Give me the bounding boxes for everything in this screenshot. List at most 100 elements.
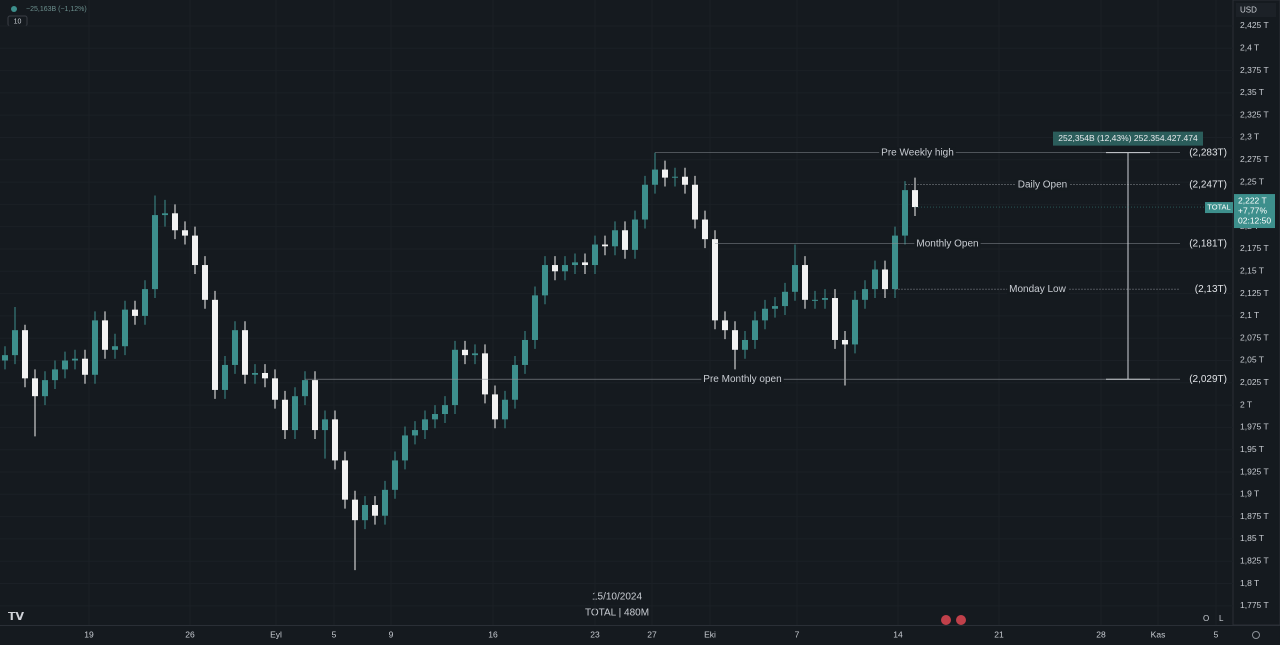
candle-body — [652, 169, 658, 185]
candle-body — [122, 309, 128, 347]
interval-text[interactable]: 10 — [14, 18, 22, 25]
candle-body — [62, 360, 68, 370]
candle-body — [132, 309, 138, 316]
candle-body — [302, 380, 308, 397]
date-text: 15/10/2024 — [592, 592, 642, 603]
y-tick-label: 1,9 T — [1240, 489, 1259, 499]
candle-body — [462, 349, 468, 356]
level-name: Daily Open — [1018, 179, 1067, 190]
x-tick-label: 21 — [994, 629, 1004, 639]
x-tick-label: 7 — [795, 629, 800, 639]
candle-body — [642, 184, 648, 220]
price-tag-price: 2,222 T — [1238, 195, 1267, 205]
level-name-bg — [1015, 179, 1070, 191]
level-name: Pre Weekly high — [881, 147, 954, 158]
y-tick-label: 2,1 T — [1240, 310, 1259, 320]
event-icon[interactable] — [941, 615, 951, 625]
level-label: (2,029T) — [1189, 374, 1227, 385]
y-tick-label: 1,825 T — [1240, 555, 1269, 565]
currency-box[interactable] — [1236, 3, 1276, 17]
candle-body — [902, 190, 908, 236]
x-tick-label: Eyl — [270, 629, 282, 639]
y-tick-label: 2,125 T — [1240, 288, 1269, 298]
level-name: Monday Low — [1009, 284, 1066, 295]
candle-body — [252, 372, 258, 375]
candle-body — [142, 289, 148, 316]
candle-body — [322, 419, 328, 431]
candle-body — [282, 399, 288, 431]
y-tick-label: 1,775 T — [1240, 600, 1269, 610]
candle-body — [782, 291, 788, 307]
candle-body — [562, 265, 568, 272]
candle-body — [42, 380, 48, 397]
candle-body — [502, 399, 508, 420]
x-tick-label: 9 — [389, 629, 394, 639]
candle-body — [52, 369, 58, 381]
candle-body — [382, 489, 388, 516]
candle-body — [742, 339, 748, 350]
candle-body — [572, 262, 578, 266]
y-tick-label: 1,975 T — [1240, 422, 1269, 432]
candle-body — [32, 378, 38, 397]
candle-body — [892, 235, 898, 290]
candle-body — [292, 396, 298, 431]
y-tick-label: 2,275 T — [1240, 154, 1269, 164]
candle-body — [102, 320, 108, 350]
candle-body — [792, 265, 798, 292]
settings-icon[interactable] — [1252, 631, 1260, 639]
candle-body — [712, 239, 718, 321]
candle-body — [812, 299, 818, 301]
y-tick-label: 2,25 T — [1240, 176, 1264, 186]
y-tick-label: 2,35 T — [1240, 87, 1264, 97]
candle-body — [532, 295, 538, 340]
candle-body — [272, 378, 278, 400]
candle-body — [182, 230, 188, 236]
y-tick-label: 2,325 T — [1240, 109, 1269, 119]
candle-body — [12, 330, 18, 356]
level-label: (2,13T) — [1195, 284, 1227, 295]
x-tick-label: 14 — [893, 629, 903, 639]
candle-body — [732, 330, 738, 350]
logo: 𝗧𝗩 — [8, 611, 25, 623]
x-tick-label: 16 — [488, 629, 498, 639]
candle-body — [162, 213, 168, 216]
candle-body — [232, 330, 238, 365]
btn-o[interactable]: O — [1203, 614, 1209, 623]
candle-body — [312, 380, 318, 431]
x-tick-label: 27 — [647, 629, 657, 639]
currency[interactable]: USD — [1240, 6, 1257, 15]
candle-body — [592, 244, 598, 266]
level-label: (2,181T) — [1189, 238, 1227, 249]
event-icon[interactable] — [956, 615, 966, 625]
y-tick-label: 2,3 T — [1240, 132, 1259, 142]
candle-body — [512, 364, 518, 400]
candle-body — [472, 353, 478, 356]
candle-body — [842, 339, 848, 345]
candle-body — [672, 176, 678, 178]
candle-body — [242, 330, 248, 375]
candle-body — [92, 320, 98, 375]
candle-body — [632, 219, 638, 250]
y-tick-label: 1,875 T — [1240, 511, 1269, 521]
candle-body — [882, 269, 888, 290]
y-tick-label: 2,375 T — [1240, 65, 1269, 75]
x-tick-label: 28 — [1096, 629, 1106, 639]
candle-body — [682, 176, 688, 185]
y-tick-label: 1,925 T — [1240, 466, 1269, 476]
candle-body — [542, 265, 548, 296]
btn-l[interactable]: L — [1219, 614, 1224, 623]
symbol-text: TOTAL | 480M — [585, 608, 649, 619]
y-tick-label: 1,95 T — [1240, 444, 1264, 454]
candle-body — [112, 346, 118, 350]
candle-body — [262, 372, 268, 379]
candle-body — [172, 213, 178, 231]
candle-body — [522, 339, 528, 365]
candle-body — [482, 353, 488, 395]
y-tick-label: 2,075 T — [1240, 332, 1269, 342]
candle-body — [582, 262, 588, 266]
candle-body — [852, 299, 858, 345]
candle-body — [22, 330, 28, 379]
